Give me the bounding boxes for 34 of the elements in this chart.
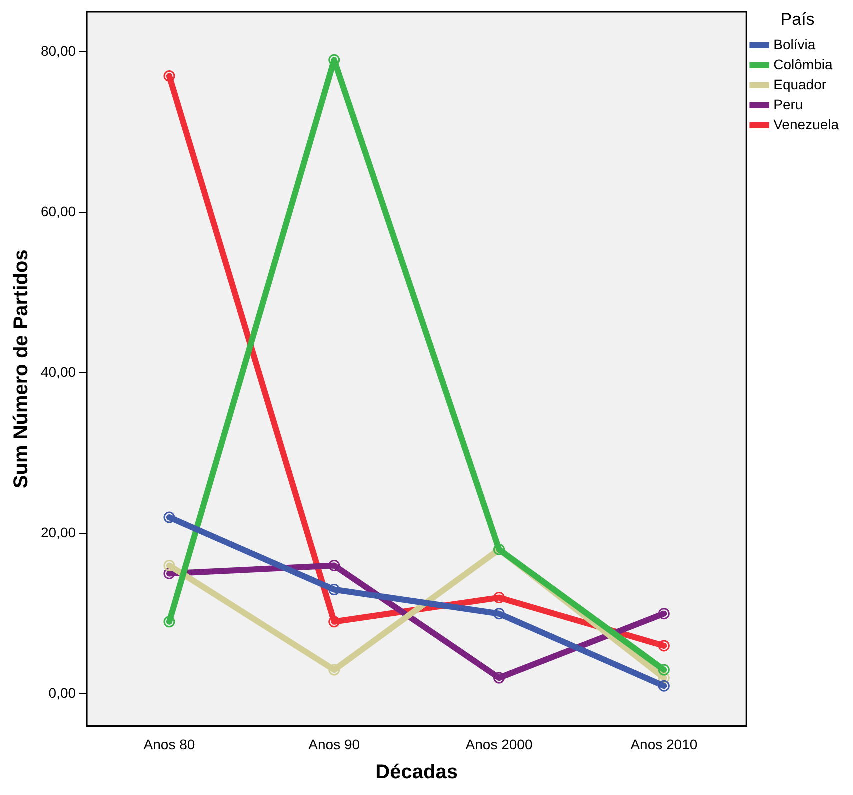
legend-title: País [780, 10, 815, 30]
point [164, 568, 176, 580]
point [494, 592, 506, 604]
point [658, 672, 670, 684]
y-tick-label: 0,00 [48, 684, 76, 701]
point [658, 640, 670, 652]
y-tick-label: 60,00 [40, 203, 76, 220]
point [328, 584, 340, 596]
legend-label: Venezuela [774, 116, 840, 132]
legend-label: Bolívia [774, 36, 816, 52]
legend-label: Colômbia [774, 56, 833, 72]
point [164, 70, 176, 82]
point [658, 608, 670, 620]
point [164, 512, 176, 524]
point [328, 560, 340, 572]
y-tick-label: 40,00 [40, 364, 76, 380]
point [164, 616, 176, 628]
legend-label: Equador [774, 76, 827, 92]
y-tick-label: 80,00 [40, 42, 76, 59]
point [164, 560, 176, 572]
point [658, 664, 670, 676]
point [658, 680, 670, 692]
point [494, 608, 506, 620]
legend-label: Peru [774, 96, 804, 112]
point [494, 672, 506, 684]
y-tick-label: 20,00 [40, 524, 76, 540]
point [328, 616, 340, 628]
x-axis-title: Décadas [376, 762, 458, 784]
x-tick-label: Anos 2010 [630, 736, 698, 752]
x-tick-label: Anos 90 [308, 736, 360, 752]
point [328, 664, 340, 676]
y-axis-title: Sum Número de Partidos [10, 250, 33, 489]
x-tick-label: Anos 2000 [466, 736, 533, 752]
x-tick-label: Anos 80 [144, 736, 196, 752]
